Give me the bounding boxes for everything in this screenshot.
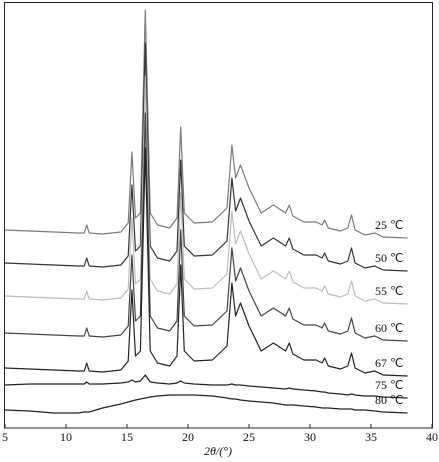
trace-label: 55 ℃ xyxy=(375,284,403,298)
x-tick-label: 20 xyxy=(182,430,194,444)
x-tick-label: 40 xyxy=(426,430,438,444)
trace-label: 50 ℃ xyxy=(375,251,403,265)
plot-frame xyxy=(4,2,433,429)
x-tick-label: 25 xyxy=(243,430,255,444)
x-tick-label: 5 xyxy=(2,430,8,444)
xrd-trace xyxy=(4,42,408,272)
trace-label: 60 ℃ xyxy=(375,321,403,335)
x-tick-label: 30 xyxy=(304,430,316,444)
xrd-trace xyxy=(4,112,408,342)
x-tick-label: 35 xyxy=(365,430,377,444)
trace-label: 25 ℃ xyxy=(375,218,403,232)
trace-label: 67 ℃ xyxy=(375,356,403,370)
xrd-trace xyxy=(4,9,408,239)
x-tick-label: 15 xyxy=(121,430,133,444)
x-axis-label: 2θ/(°) xyxy=(204,444,232,458)
xrd-trace xyxy=(4,75,408,305)
trace-label: 80 ℃ xyxy=(375,393,403,407)
x-tick-label: 10 xyxy=(60,430,72,444)
xrd-trace xyxy=(4,394,408,414)
xrd-trace xyxy=(4,147,408,377)
xrd-trace xyxy=(4,374,408,399)
trace-label: 75 ℃ xyxy=(375,378,403,392)
